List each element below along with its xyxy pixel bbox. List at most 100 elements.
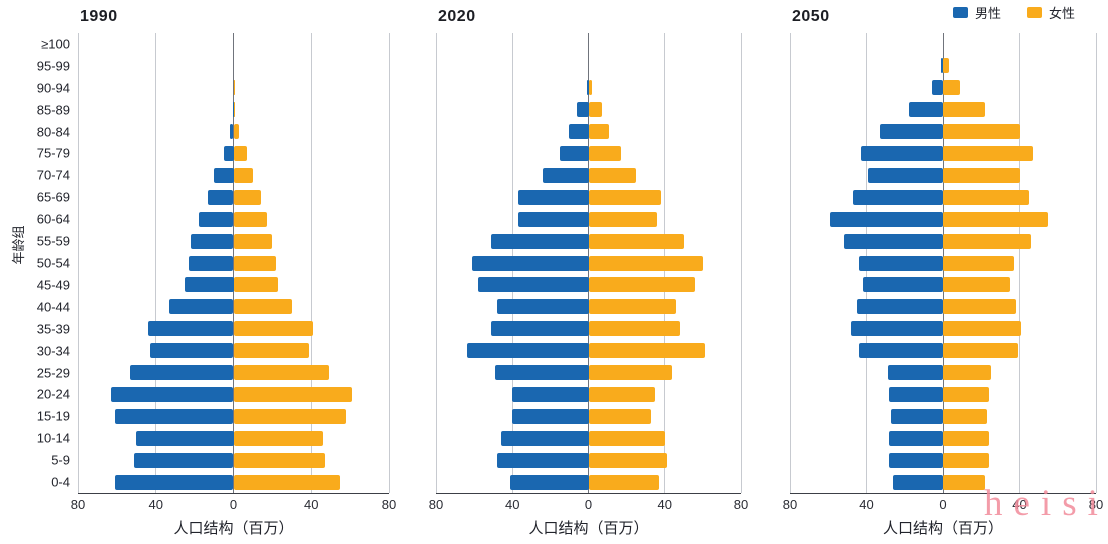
bar-male <box>495 365 589 381</box>
bar-male <box>887 365 943 381</box>
age-label: 15-19 <box>36 408 70 424</box>
age-label: 0-4 <box>51 474 70 490</box>
bar-female <box>943 299 1016 315</box>
chart-title: 1990 <box>80 8 118 25</box>
x-tick-label: 80 <box>428 497 444 512</box>
pyramid-plot <box>789 33 1097 494</box>
age-label: 25-29 <box>36 365 70 381</box>
chart-title: 2020 <box>438 8 476 25</box>
bar-female <box>588 408 652 424</box>
x-tick-label: 40 <box>304 497 319 512</box>
bar-male <box>889 430 943 446</box>
bar-female <box>588 233 684 249</box>
bar-female <box>233 474 341 490</box>
x-tick-label: 80 <box>1088 497 1104 512</box>
bar-female <box>943 255 1014 271</box>
bar-female <box>233 255 277 271</box>
bar-male <box>868 167 943 183</box>
bar-female <box>943 233 1031 249</box>
x-tick-label: 0 <box>939 497 947 512</box>
bar-female <box>943 452 989 468</box>
bar-female <box>588 321 680 337</box>
bar-female <box>233 233 273 249</box>
gridline <box>1095 33 1097 493</box>
age-label: 20-24 <box>36 386 70 402</box>
x-axis-title: 人口结构（百万） <box>173 520 294 537</box>
bar-female <box>233 408 347 424</box>
pyramid-plot <box>435 33 742 494</box>
x-axis-line <box>436 493 741 494</box>
bar-male <box>229 124 234 140</box>
gridline <box>77 33 79 493</box>
bar-male <box>169 299 234 315</box>
x-tick-label: 0 <box>584 497 593 512</box>
x-tick-label: 40 <box>148 497 163 512</box>
bar-female <box>233 211 267 227</box>
bar-male <box>491 233 589 249</box>
pyramid-plot <box>77 33 390 494</box>
bar-female <box>943 343 1018 359</box>
bar-male <box>559 145 589 161</box>
age-label: 5-9 <box>51 452 70 468</box>
bar-female <box>943 386 989 402</box>
bar-male <box>477 277 589 293</box>
x-tick-label: 40 <box>657 497 672 512</box>
bar-female <box>233 277 279 293</box>
bar-male <box>134 452 234 468</box>
age-label: 50-54 <box>36 255 70 271</box>
bar-male <box>114 408 234 424</box>
gridline <box>310 33 312 493</box>
bar-female <box>943 102 986 118</box>
legend: 男性 女性 <box>952 3 1075 22</box>
bar-female <box>943 430 989 446</box>
x-tick-label: 0 <box>229 497 238 512</box>
bar-female <box>943 167 1020 183</box>
male-color-swatch <box>952 7 968 18</box>
chart-title: 2050 <box>792 8 830 25</box>
bar-male <box>214 167 234 183</box>
bar-male <box>569 124 589 140</box>
bar-female <box>943 408 987 424</box>
bar-male <box>843 233 943 249</box>
bar-female <box>233 343 310 359</box>
bar-female <box>588 189 661 205</box>
bar-male <box>908 102 943 118</box>
bar-female <box>233 189 261 205</box>
bar-female <box>588 474 660 490</box>
gridline <box>435 33 437 493</box>
bar-female <box>943 365 991 381</box>
bar-male <box>136 430 234 446</box>
bar-male <box>147 321 234 337</box>
bar-female <box>233 80 235 96</box>
bar-male <box>466 343 589 359</box>
age-label: 75-79 <box>36 145 70 161</box>
gridline <box>1019 33 1020 493</box>
bar-male <box>223 145 234 161</box>
bar-female <box>588 299 677 315</box>
bar-female <box>588 145 621 161</box>
bar-male <box>497 452 589 468</box>
bar-male <box>889 386 943 402</box>
bar-female <box>943 58 949 74</box>
age-label: 35-39 <box>36 321 70 337</box>
bar-female <box>588 211 658 227</box>
bar-female <box>233 124 240 140</box>
age-label: 10-14 <box>36 430 70 446</box>
bar-male <box>497 299 589 315</box>
bar-male <box>184 277 234 293</box>
bar-male <box>517 211 589 227</box>
bar-female <box>943 277 1010 293</box>
legend-label-female: 女性 <box>1048 6 1075 21</box>
bar-male <box>491 321 589 337</box>
bar-male <box>517 189 589 205</box>
bar-male <box>577 102 589 118</box>
bar-female <box>588 102 602 118</box>
female-color-swatch <box>1026 7 1042 18</box>
x-axis-title: 人口结构（百万） <box>882 520 1003 537</box>
bar-male <box>512 408 589 424</box>
bar-female <box>233 299 292 315</box>
legend-item-female: 女性 <box>1026 3 1075 22</box>
bar-female <box>233 430 323 446</box>
bar-female <box>943 124 1020 140</box>
bar-female <box>588 167 637 183</box>
